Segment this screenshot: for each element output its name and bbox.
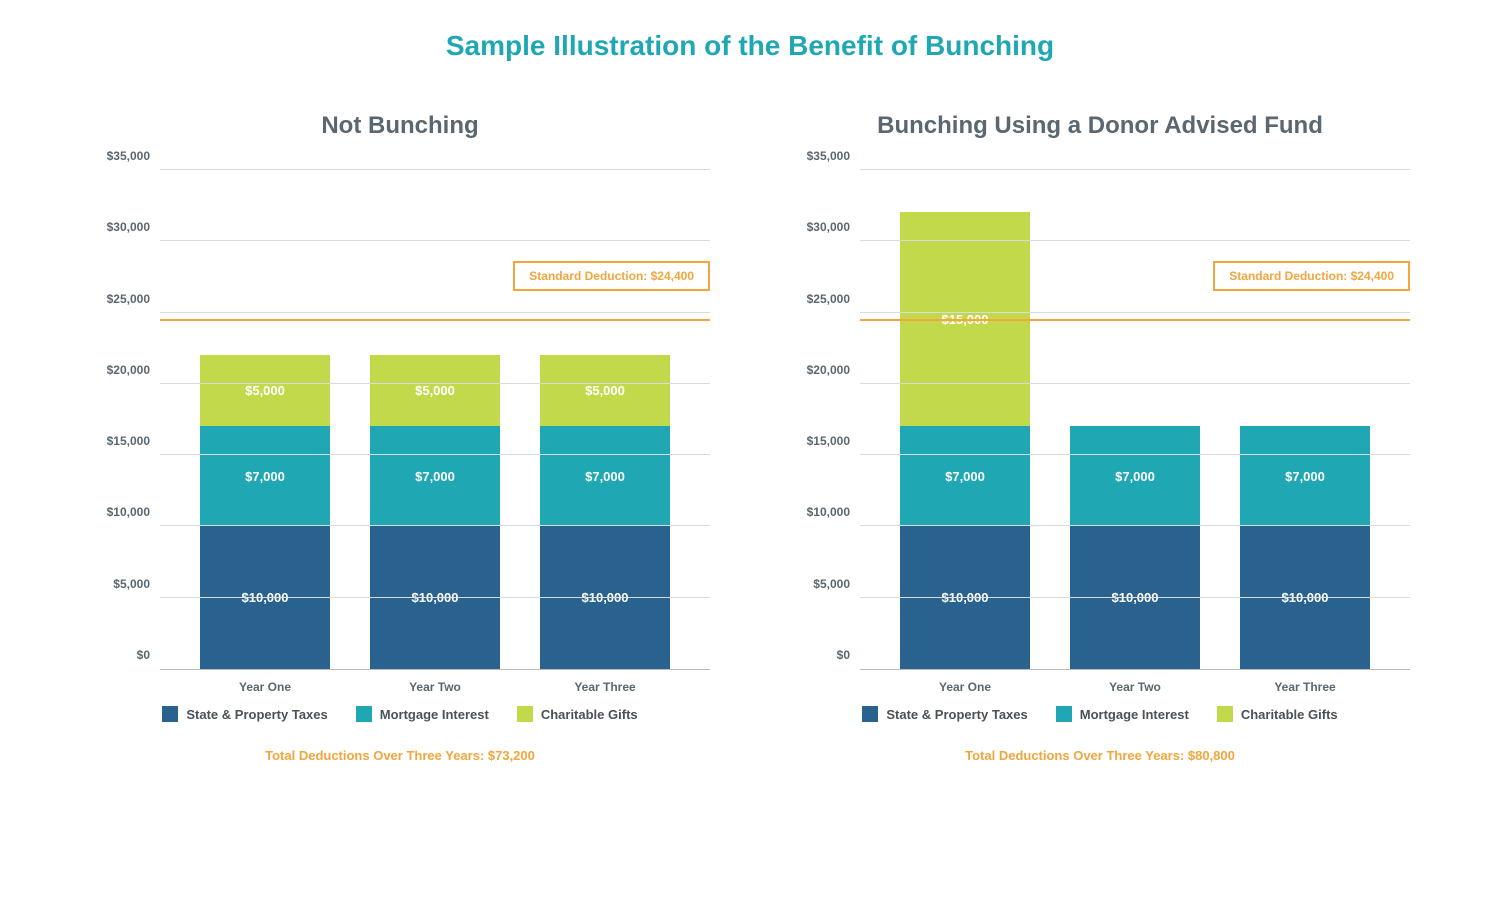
y-axis-tick: $0	[790, 648, 850, 662]
bar-segment-mortgage: $7,000	[1070, 426, 1200, 526]
bar-column: $10,000$7,000$5,000	[540, 355, 670, 669]
bar-segment-mortgage: $7,000	[540, 426, 670, 526]
gridline	[860, 525, 1410, 526]
bar-column: $10,000$7,000$5,000	[370, 355, 500, 669]
legend-item-state_property: State & Property Taxes	[162, 706, 327, 722]
bar-segment-mortgage: $7,000	[1240, 426, 1370, 526]
gridline	[160, 169, 710, 170]
legend-item-mortgage: Mortgage Interest	[1056, 706, 1189, 722]
plot-area: $10,000$7,000$15,000 $10,000$7,000 $10,000…	[860, 170, 1410, 670]
legend-label: Charitable Gifts	[1241, 707, 1338, 722]
panel-not-bunching: Not Bunching $10,000$7,000$5,000$10,000$…	[90, 112, 710, 763]
gridline	[860, 597, 1410, 598]
y-axis-tick: $15,000	[90, 434, 150, 448]
panel-title: Bunching Using a Donor Advised Fund	[790, 112, 1410, 140]
legend-label: Mortgage Interest	[1080, 707, 1189, 722]
panels-container: Not Bunching $10,000$7,000$5,000$10,000$…	[60, 112, 1440, 763]
legend-label: Charitable Gifts	[541, 707, 638, 722]
bar-segment-charitable: $5,000	[540, 355, 670, 426]
bar-segment-mortgage: $7,000	[900, 426, 1030, 526]
legend: State & Property Taxes Mortgage Interest C…	[90, 706, 710, 722]
panel-bunching: Bunching Using a Donor Advised Fund $10,…	[790, 112, 1410, 763]
y-axis-tick: $10,000	[790, 505, 850, 519]
gridline	[860, 454, 1410, 455]
legend-item-mortgage: Mortgage Interest	[356, 706, 489, 722]
reference-line	[160, 319, 710, 321]
y-axis-tick: $10,000	[90, 505, 150, 519]
x-axis-label: Year Two	[370, 680, 500, 694]
y-axis-tick: $15,000	[790, 434, 850, 448]
y-axis-tick: $35,000	[90, 149, 150, 163]
gridline	[160, 240, 710, 241]
bar-segment-charitable: $5,000	[200, 355, 330, 426]
bar-column: $10,000$7,000$5,000	[200, 355, 330, 669]
y-axis-tick: $0	[90, 648, 150, 662]
legend: State & Property Taxes Mortgage Interest C…	[790, 706, 1410, 722]
legend-swatch	[1217, 706, 1233, 722]
bar-column: $10,000$7,000$15,000	[900, 212, 1030, 669]
x-axis-labels: Year One Year Two Year Three	[160, 670, 710, 694]
panel-footer: Total Deductions Over Three Years: $80,8…	[790, 748, 1410, 763]
legend-label: State & Property Taxes	[886, 707, 1027, 722]
gridline	[160, 525, 710, 526]
bar-segment-mortgage: $7,000	[370, 426, 500, 526]
main-title: Sample Illustration of the Benefit of Bu…	[60, 30, 1440, 62]
legend-swatch	[862, 706, 878, 722]
bar-segment-charitable: $5,000	[370, 355, 500, 426]
x-axis-label: Year Three	[540, 680, 670, 694]
chart-area: $10,000$7,000$5,000$10,000$7,000$5,000$1…	[90, 170, 710, 670]
gridline	[860, 169, 1410, 170]
bars-group: $10,000$7,000$5,000 $10,000$7,000$5,000 $1…	[160, 170, 710, 669]
y-axis-tick: $20,000	[90, 363, 150, 377]
gridline	[160, 312, 710, 313]
gridline	[860, 312, 1410, 313]
gridline	[860, 383, 1410, 384]
reference-line	[860, 319, 1410, 321]
panel-footer: Total Deductions Over Three Years: $73,2…	[90, 748, 710, 763]
y-axis-tick: $5,000	[790, 577, 850, 591]
y-axis-tick: $20,000	[790, 363, 850, 377]
bar-column: $10,000$7,000	[1070, 426, 1200, 669]
gridline	[160, 597, 710, 598]
gridline	[160, 383, 710, 384]
y-axis-tick: $5,000	[90, 577, 150, 591]
y-axis-tick: $35,000	[790, 149, 850, 163]
x-axis-labels: Year One Year Two Year Three	[860, 670, 1410, 694]
y-axis-tick: $25,000	[90, 292, 150, 306]
panel-title: Not Bunching	[90, 112, 710, 140]
x-axis-label: Year One	[200, 680, 330, 694]
legend-item-charitable: Charitable Gifts	[517, 706, 638, 722]
legend-swatch	[517, 706, 533, 722]
legend-swatch	[356, 706, 372, 722]
gridline	[160, 454, 710, 455]
legend-label: Mortgage Interest	[380, 707, 489, 722]
legend-item-charitable: Charitable Gifts	[1217, 706, 1338, 722]
plot-area: $10,000$7,000$5,000 $10,000$7,000$5,000 $1…	[160, 170, 710, 670]
legend-item-state_property: State & Property Taxes	[862, 706, 1027, 722]
legend-swatch	[162, 706, 178, 722]
reference-label-box: Standard Deduction: $24,400	[513, 261, 710, 291]
legend-label: State & Property Taxes	[186, 707, 327, 722]
reference-label-box: Standard Deduction: $24,400	[1213, 261, 1410, 291]
y-axis-tick: $30,000	[790, 220, 850, 234]
y-axis-tick: $30,000	[90, 220, 150, 234]
x-axis-label: Year Two	[1070, 680, 1200, 694]
legend-swatch	[1056, 706, 1072, 722]
bars-group: $10,000$7,000$15,000 $10,000$7,000 $10,000…	[860, 170, 1410, 669]
bar-segment-mortgage: $7,000	[200, 426, 330, 526]
x-axis-label: Year One	[900, 680, 1030, 694]
y-axis-tick: $25,000	[790, 292, 850, 306]
gridline	[860, 240, 1410, 241]
x-axis-label: Year Three	[1240, 680, 1370, 694]
bar-column: $10,000$7,000	[1240, 426, 1370, 669]
chart-area: $10,000$7,000$15,000$10,000$7,000$10,000…	[790, 170, 1410, 670]
